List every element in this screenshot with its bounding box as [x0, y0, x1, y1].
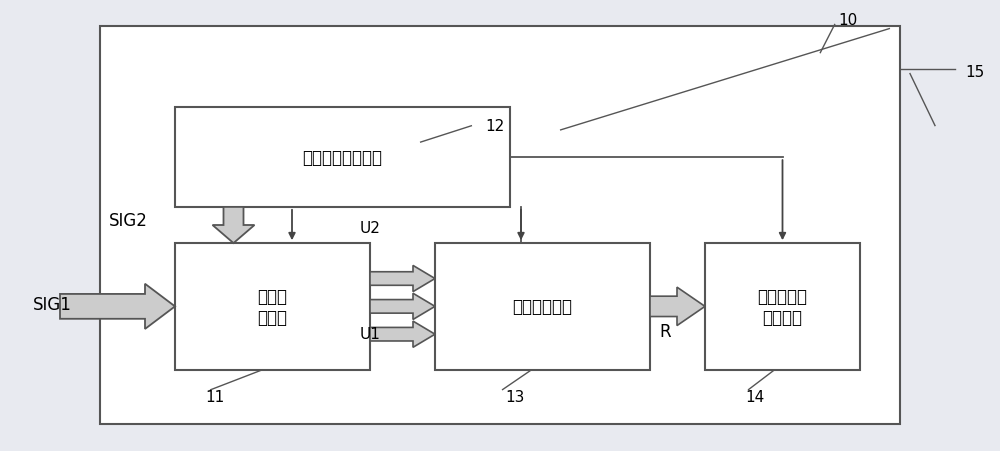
- Text: 12: 12: [485, 119, 505, 134]
- Text: 10: 10: [838, 13, 858, 28]
- Text: 微电阻
检测器: 微电阻 检测器: [257, 287, 287, 326]
- Polygon shape: [370, 266, 435, 292]
- Text: U2: U2: [360, 220, 380, 235]
- Polygon shape: [370, 322, 435, 348]
- Bar: [435, 244, 650, 370]
- Text: 14: 14: [745, 389, 765, 405]
- Polygon shape: [650, 288, 705, 326]
- Bar: [175, 244, 370, 370]
- Text: 采集器处理器: 采集器处理器: [512, 298, 572, 316]
- Text: 13: 13: [505, 389, 525, 405]
- Text: 感应取电电源装置: 感应取电电源装置: [302, 149, 382, 167]
- Text: U1: U1: [360, 326, 380, 341]
- Text: 15: 15: [965, 64, 985, 80]
- Text: SIG2: SIG2: [109, 212, 147, 230]
- Text: SIG1: SIG1: [33, 295, 71, 313]
- Polygon shape: [212, 207, 254, 244]
- Bar: [100, 27, 900, 424]
- Text: R: R: [659, 322, 671, 341]
- Polygon shape: [370, 294, 435, 320]
- Polygon shape: [60, 284, 175, 329]
- Text: 采集器无线
通信装置: 采集器无线 通信装置: [758, 287, 808, 326]
- Bar: [705, 244, 860, 370]
- Text: 11: 11: [205, 389, 225, 405]
- Bar: [175, 108, 510, 207]
